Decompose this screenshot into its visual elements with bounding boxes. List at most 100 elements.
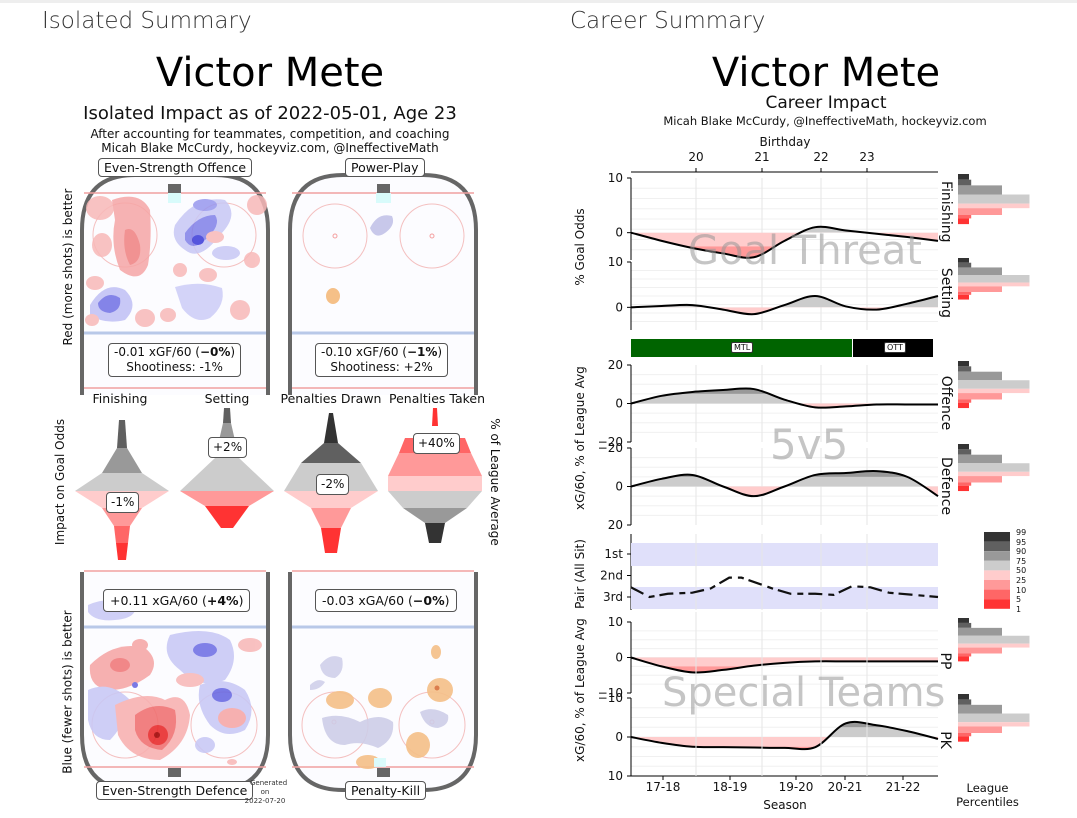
percentile-bar [958, 618, 969, 623]
stat-text: -0.10 xGF/60 ( [321, 345, 407, 359]
pair-band-1st [631, 543, 938, 566]
area-band-bad [631, 486, 938, 497]
shootiness-text: Shootiness: -1% [126, 360, 223, 374]
y-tick-label: −20 [598, 435, 623, 449]
percentile-bar [958, 713, 1030, 723]
stat-close: ) [437, 345, 443, 359]
career-subtitle: Career Impact [765, 93, 887, 113]
violin-value-finishing: -1% [106, 492, 140, 513]
area-band-good [631, 388, 938, 394]
y-tick-label: 0 [615, 226, 623, 240]
violin-value-setting: +2% [208, 437, 248, 458]
percentile-bar [958, 215, 972, 219]
season-tick-label: 21-22 [885, 780, 921, 794]
legend-level-label: 10 [1016, 585, 1027, 595]
isolated-credit: Micah Blake McCurdy, hockeyviz.com, @Ine… [101, 141, 439, 155]
offence-panel-label: Offence [938, 375, 954, 431]
pk-panel-label: PK [937, 731, 953, 749]
violin-band [388, 453, 482, 476]
y-tick-label: 1st [604, 547, 623, 561]
legend-swatch [984, 560, 1010, 571]
stat-pct: +4% [206, 593, 239, 608]
stat-pct: −0% [412, 593, 445, 608]
area-band-good [631, 205, 938, 219]
stat-text: -0.03 xGA/60 ( [322, 593, 413, 608]
y-tick-label: 0 [615, 397, 623, 411]
power-play-stat-box: -0.10 xGF/60 (−1%) Shootiness: +2% [315, 343, 449, 377]
stat-pct: −0% [199, 345, 231, 359]
violin-band [425, 523, 445, 543]
shot-density-heatmap [370, 215, 394, 236]
pair-ylabel: Pair (All Sit) [573, 539, 587, 609]
percentile-bar [958, 361, 969, 367]
percentile-bar [958, 454, 1002, 464]
isolated-subtitle: Isolated Impact as of 2022-05-01, Age 23 [83, 103, 457, 124]
finishing-panel-label: Finishing [938, 181, 954, 243]
legend-swatch [984, 551, 1010, 561]
y-tick-label: −10 [598, 691, 623, 705]
percentile-bar [958, 292, 972, 295]
area-band-bad [631, 496, 938, 506]
legend-level-label: 75 [1016, 556, 1027, 566]
series-line-pp [630, 656, 938, 674]
area-band-bad [631, 319, 938, 330]
birthday-tick-label: 23 [859, 150, 875, 164]
area-band-good [631, 622, 938, 631]
legend-swatch [984, 570, 1010, 580]
y-tick-label: 10 [608, 615, 623, 629]
team-label-mtl: MTL [731, 342, 754, 353]
percentile-bar [958, 694, 969, 700]
season-axis-label: Season [763, 798, 807, 812]
goal-threat-watermark: Goal Threat [688, 228, 922, 274]
special-teams-watermark: Special Teams [662, 670, 946, 716]
pp-panel-label: PP [937, 652, 953, 670]
y-tick-label: 0 [615, 480, 623, 494]
y-tick-label: 10 [608, 171, 623, 185]
area-band-bad [631, 766, 938, 776]
shot-density-heatmap [310, 645, 453, 769]
area-band-good [631, 295, 938, 296]
career-summary-title: Career Summary [570, 8, 766, 34]
violin-band [321, 528, 341, 553]
violin-value-penalties-drawn: -2% [316, 474, 350, 495]
area-band-good [631, 476, 938, 487]
birthday-tick-label: 22 [813, 150, 829, 164]
area-band-good [631, 631, 938, 640]
y-tick-label: −20 [598, 441, 623, 455]
es-defence-label: Even-Strength Defence [96, 781, 254, 800]
percentile-bar [958, 208, 1002, 215]
birthday-tick-label: 20 [688, 150, 704, 164]
percentile-bar [958, 393, 1002, 400]
pair-band-3rd [631, 587, 938, 609]
shootiness-text: Shootiness: +2% [330, 360, 433, 374]
goal-odds-ylabel: % Goal Odds [573, 208, 587, 286]
percentile-bar [958, 286, 1002, 292]
percentile-bar [958, 194, 1030, 204]
career-chart-svg: 10 0 10 0 20 0 −20−20 0 20 10 0 −10−10 0 10 1st 2nd 3rd [598, 168, 1030, 783]
percentile-bar [958, 267, 1002, 275]
percentile-bar [958, 733, 972, 737]
percentile-bar [958, 179, 972, 186]
y-tick-label: 10 [608, 255, 623, 269]
setting-panel-label: Setting [938, 267, 954, 319]
area-band-bad [631, 515, 938, 525]
percentile-bar [958, 463, 1030, 472]
percentile-bar [958, 471, 1030, 477]
violin-band [388, 476, 482, 491]
percentile-bar [958, 653, 972, 657]
violin-label-penalties-drawn: Penalties Drawn [280, 391, 382, 406]
percentile-bar [958, 635, 1030, 644]
shot-density-heatmap [88, 600, 262, 765]
legend-level-label: 95 [1016, 537, 1027, 547]
generated-value: 2022-07-20 [244, 797, 286, 805]
series-line-pk [630, 720, 939, 751]
violin-band [180, 491, 274, 506]
birthday-tick-label: 21 [754, 150, 770, 164]
faceoff-circle [302, 203, 368, 269]
generated-date: Generated on 2022-07-20 [245, 779, 287, 806]
series-line-defence [630, 469, 939, 498]
top-divider [0, 0, 1077, 3]
percentile-bar [958, 275, 1030, 283]
stat-close: ) [230, 345, 236, 359]
percentile-bar [958, 699, 972, 705]
